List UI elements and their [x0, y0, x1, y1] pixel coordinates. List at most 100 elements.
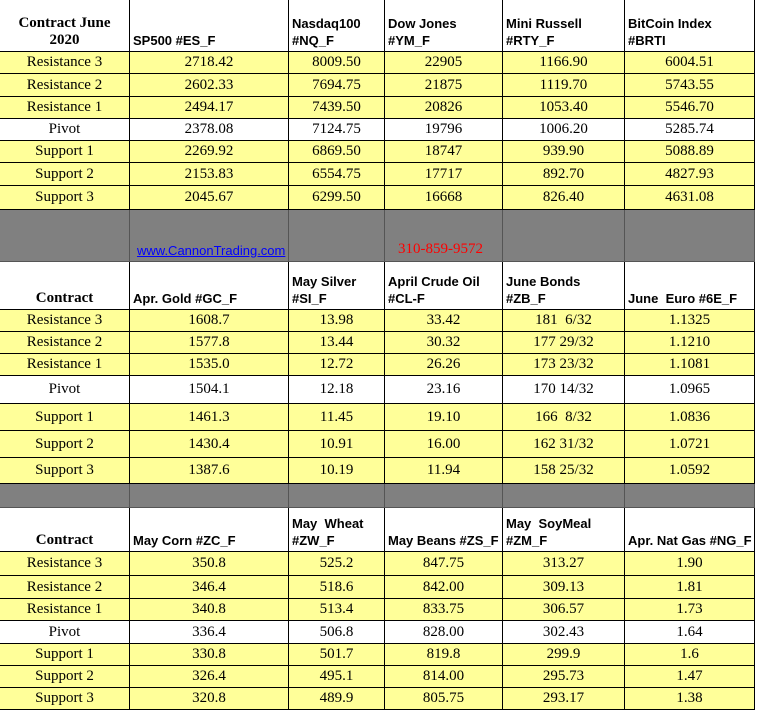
cell-text: 20826: [424, 99, 463, 115]
cell-text: #YM_F: [388, 33, 430, 48]
cell-text: 2718.42: [184, 54, 234, 70]
value-cell: 177 29/32: [503, 332, 625, 354]
value-cell: 8009.50: [289, 52, 385, 74]
cell-text: 10.91: [319, 435, 354, 452]
cell-text: Resistance 2: [26, 76, 103, 93]
value-cell: 2269.92: [130, 141, 289, 163]
row-label: Pivot: [0, 621, 130, 644]
cell-text: 10.19: [319, 462, 354, 478]
cell-text: 302.43: [542, 623, 585, 640]
cell-text: 828.00: [422, 623, 465, 640]
value-cell: 10.91: [289, 431, 385, 458]
row-label: Resistance 3: [0, 52, 130, 74]
cell-text: 506.8: [319, 623, 354, 640]
value-cell: 2602.33: [130, 74, 289, 97]
cell-text: 1577.8: [188, 334, 230, 350]
cell-text: 826.40: [542, 189, 585, 205]
value-cell: 17717: [385, 163, 503, 186]
value-cell: 1535.0: [130, 354, 289, 376]
value-cell: 12.72: [289, 354, 385, 376]
cell-text: 1006.20: [539, 121, 588, 137]
header-cell: May Wheat #ZW_F: [289, 508, 385, 552]
cell-text: Resistance 1: [26, 356, 103, 372]
value-cell: 1.90: [625, 552, 755, 576]
cell-text: 13.44: [319, 334, 354, 350]
cell-text: Resistance 2: [26, 334, 103, 350]
value-cell: 299.9: [503, 644, 625, 666]
cell-text: 11.45: [319, 408, 354, 425]
value-cell: 939.90: [503, 141, 625, 163]
value-cell: 30.32: [385, 332, 503, 354]
value-cell: 11.45: [289, 404, 385, 431]
cell-text: 21875: [424, 76, 463, 93]
cell-text: 6004.51: [665, 54, 714, 70]
header-cell: Apr. Gold #GC_F: [130, 262, 289, 310]
cell-text: 12.72: [319, 356, 354, 372]
value-cell: 16668: [385, 186, 503, 210]
value-cell: 1.73: [625, 599, 755, 621]
cell-text: Support 1: [35, 646, 94, 662]
cell-text: 306.57: [542, 601, 585, 617]
cell-text: Pivot: [48, 623, 81, 640]
value-cell: 22905: [385, 52, 503, 74]
value-cell: 1.0965: [625, 376, 755, 404]
cell-text: #ZW_F: [292, 533, 335, 548]
website-link[interactable]: www.CannonTrading.com: [137, 243, 286, 258]
phone-number: 310-859-9572: [398, 241, 483, 257]
cell-text: 19.10: [426, 408, 461, 425]
value-cell: 1166.90: [503, 52, 625, 74]
cell-text: Support 3: [35, 189, 94, 205]
value-cell: 170 14/32: [503, 376, 625, 404]
cell-text: Resistance 1: [26, 99, 103, 115]
header-cell: June Euro #6E_F: [625, 262, 755, 310]
cell-text: 5743.55: [665, 76, 714, 93]
cell-text: Dow Jones: [388, 16, 457, 31]
separator: [625, 484, 755, 508]
value-cell: 295.73: [503, 666, 625, 688]
row-label: Resistance 3: [0, 310, 130, 332]
value-cell: 805.75: [385, 688, 503, 710]
separator: [289, 484, 385, 508]
cell-text: 1.1210: [668, 334, 711, 350]
header-cell: Contract: [0, 262, 130, 310]
value-cell: 501.7: [289, 644, 385, 666]
cell-text: 4631.08: [665, 189, 714, 205]
cell-text: 489.9: [319, 690, 354, 706]
value-cell: 1608.7: [130, 310, 289, 332]
value-cell: 1504.1: [130, 376, 289, 404]
cell-text: 293.17: [542, 690, 585, 706]
header-cell: Nasdaq100 #NQ_F: [289, 0, 385, 52]
cell-text: 170 14/32: [533, 381, 594, 397]
cell-text: May Silver: [292, 274, 357, 289]
cell-text: 346.4: [192, 578, 226, 595]
value-cell: 158 25/32: [503, 458, 625, 484]
cell-text: 814.00: [422, 668, 465, 684]
value-cell: 6869.50: [289, 141, 385, 163]
cell-text: Contract: [35, 290, 94, 306]
value-cell: 1.81: [625, 576, 755, 599]
cell-text: 17717: [424, 165, 463, 182]
value-cell: 26.26: [385, 354, 503, 376]
value-cell: 518.6: [289, 576, 385, 599]
value-cell: 833.75: [385, 599, 503, 621]
cell-text: BitCoin Index: [628, 16, 712, 31]
cell-text: 513.4: [319, 601, 354, 617]
row-label: Support 3: [0, 458, 130, 484]
cell-text: 16668: [424, 189, 463, 205]
cell-text: 6554.75: [312, 165, 361, 182]
cell-text: Nasdaq100: [292, 16, 361, 31]
cell-text: May Wheat: [292, 516, 364, 531]
header-cell: April Crude Oil #CL-F: [385, 262, 503, 310]
cell-text: 6299.50: [312, 189, 361, 205]
cell-text: SP500 #ES_F: [133, 33, 216, 48]
cell-text: 939.90: [542, 143, 585, 159]
value-cell: 10.19: [289, 458, 385, 484]
value-cell: 13.98: [289, 310, 385, 332]
cell-text: 2153.83: [184, 165, 234, 182]
row-label: Support 2: [0, 163, 130, 186]
value-cell: 313.27: [503, 552, 625, 576]
cell-text: Pivot: [48, 381, 81, 397]
cell-text: 495.1: [319, 668, 354, 684]
separator: [130, 210, 289, 262]
header-cell: Contract: [0, 508, 130, 552]
